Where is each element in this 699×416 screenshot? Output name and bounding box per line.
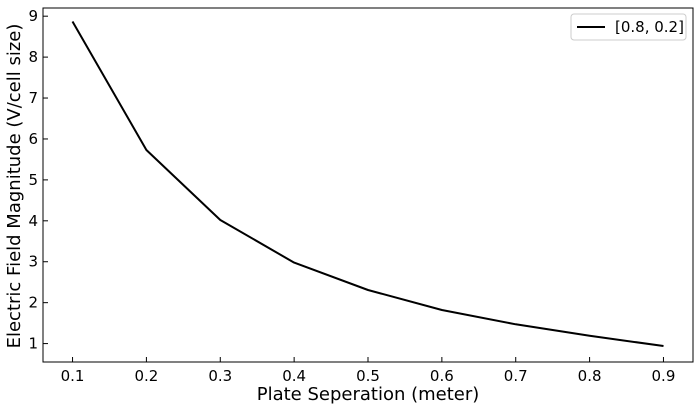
y-tick-label: 1 — [28, 335, 38, 353]
plot-area — [42, 7, 694, 363]
series-layer — [71, 21, 664, 347]
y-tick-label: 9 — [28, 7, 38, 25]
x-tick-label: 0.9 — [652, 367, 676, 385]
y-tick-label: 2 — [28, 294, 38, 312]
x-tick-label: 0.6 — [430, 367, 454, 385]
x-tick-label: 0.4 — [282, 367, 306, 385]
legend-box — [570, 13, 687, 41]
y-tick-label: 3 — [28, 253, 38, 271]
x-tick-label: 0.3 — [208, 367, 232, 385]
x-tick-label: 0.7 — [504, 367, 528, 385]
y-tick-label: 7 — [28, 89, 38, 107]
x-tick-label: 0.1 — [61, 367, 85, 385]
y-axis-label: Electric Field Magnitude (V/cell size) — [4, 24, 25, 349]
legend-label: [0.8, 0.2] — [615, 18, 684, 36]
y-tick-label: 5 — [28, 171, 38, 189]
x-axis-ticks: 0.1 0.2 0.3 0.4 0.5 0.6 0.7 0.8 0.9 — [61, 357, 676, 385]
x-tick-label: 0.8 — [578, 367, 602, 385]
x-tick-label: 0.2 — [134, 367, 158, 385]
x-tick-label: 0.5 — [356, 367, 380, 385]
y-tick-label: 4 — [28, 212, 38, 230]
plot-frame — [42, 7, 694, 363]
legend: [0.8, 0.2] — [570, 13, 687, 41]
y-tick-label: 6 — [28, 130, 38, 148]
y-axis-ticks: 1 2 3 4 5 6 7 8 9 — [28, 7, 48, 353]
x-axis-label: Plate Seperation (meter) — [257, 384, 480, 405]
series-line — [71, 21, 664, 347]
y-tick-label: 8 — [28, 48, 38, 66]
